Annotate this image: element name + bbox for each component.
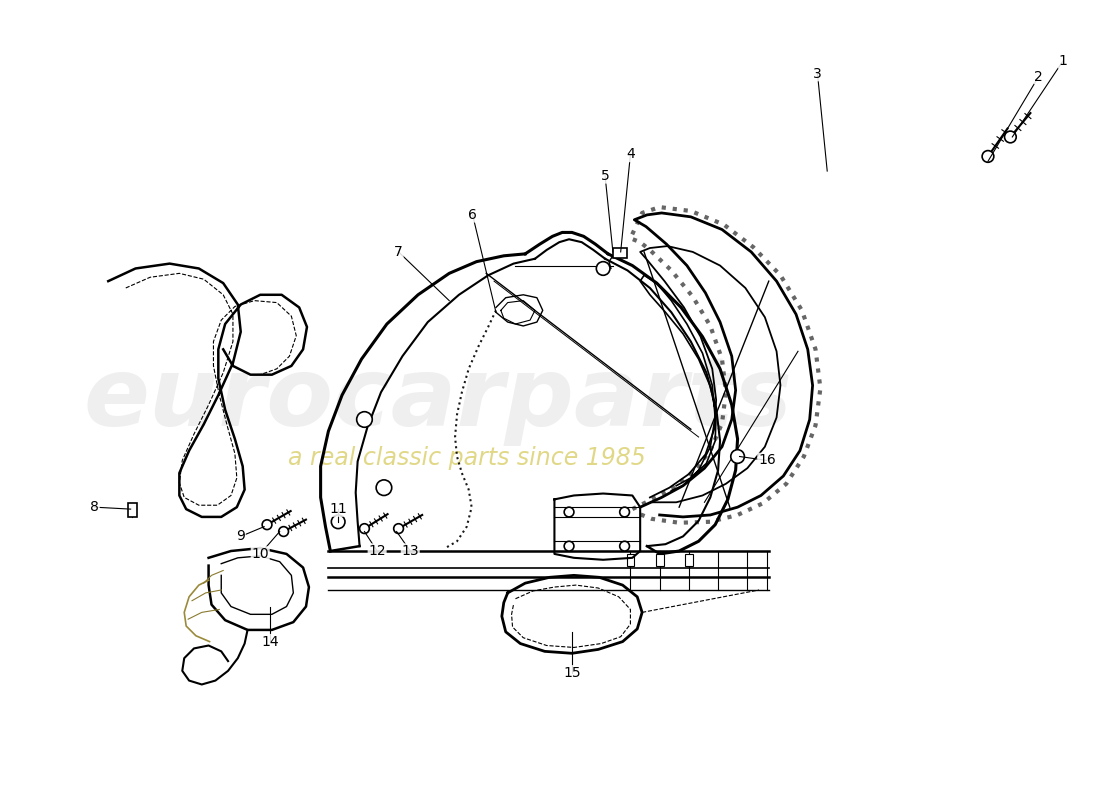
Circle shape [376, 480, 392, 495]
Text: 2: 2 [1034, 70, 1043, 83]
Text: 1: 1 [1058, 54, 1067, 68]
Text: 7: 7 [394, 245, 403, 259]
Text: 12: 12 [368, 544, 386, 558]
Circle shape [394, 524, 404, 534]
Circle shape [619, 542, 629, 551]
Circle shape [262, 520, 272, 530]
Bar [685, 554, 693, 566]
Circle shape [619, 507, 629, 517]
Text: eurocarparts: eurocarparts [82, 354, 792, 446]
Text: 13: 13 [402, 544, 419, 558]
Text: 10: 10 [252, 547, 270, 561]
Text: 16: 16 [758, 454, 776, 467]
Text: 4: 4 [626, 147, 635, 162]
Bar [613, 248, 627, 258]
Text: 15: 15 [563, 666, 581, 680]
Text: 11: 11 [329, 502, 346, 516]
Circle shape [360, 524, 370, 534]
Text: 9: 9 [236, 530, 245, 543]
Circle shape [278, 526, 288, 536]
Circle shape [356, 412, 372, 427]
Bar [627, 554, 635, 566]
Text: 3: 3 [813, 66, 822, 81]
Text: 8: 8 [90, 500, 99, 514]
Text: 6: 6 [469, 208, 477, 222]
Text: 5: 5 [601, 169, 609, 183]
Circle shape [730, 450, 745, 463]
Circle shape [331, 515, 345, 529]
Bar [656, 554, 663, 566]
Circle shape [564, 507, 574, 517]
Text: 14: 14 [261, 634, 278, 649]
Circle shape [596, 262, 611, 275]
Circle shape [1004, 131, 1016, 143]
Text: a real classic parts since 1985: a real classic parts since 1985 [288, 446, 646, 470]
Circle shape [982, 150, 993, 162]
Bar [128, 503, 138, 517]
Circle shape [564, 542, 574, 551]
